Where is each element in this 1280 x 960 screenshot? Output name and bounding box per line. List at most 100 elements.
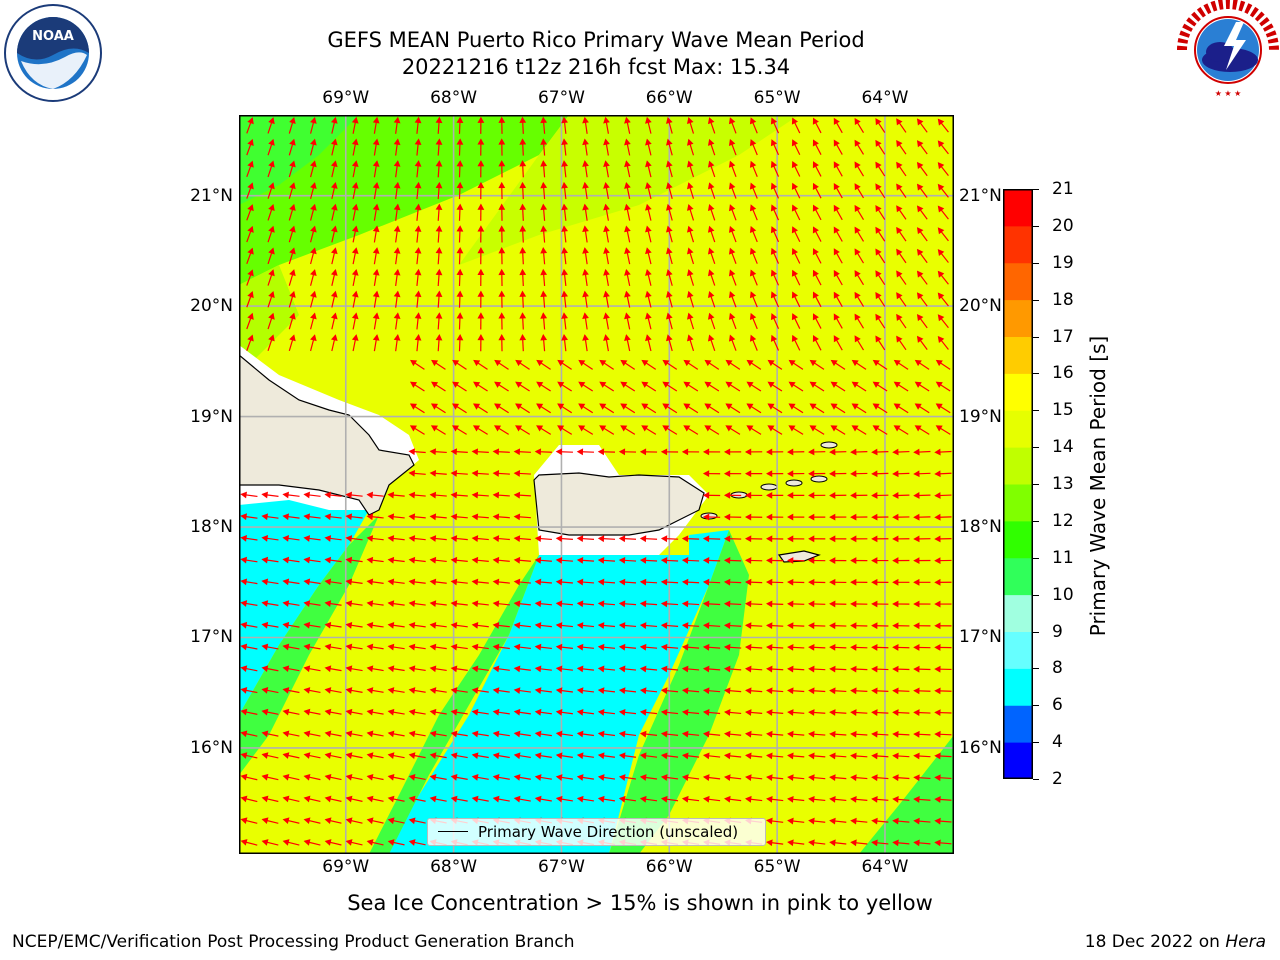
wave-arrow-head	[414, 116, 422, 124]
wave-arrow-head	[492, 578, 500, 586]
wave-arrow-head	[477, 247, 485, 254]
wave-arrow-head	[618, 622, 626, 629]
wave-arrow-head	[791, 291, 799, 299]
wave-arrow-head	[345, 773, 353, 781]
wave-arrow-head	[513, 708, 521, 716]
wave-arrow-head	[896, 183, 903, 191]
wave-arrow-head	[282, 578, 290, 586]
wave-arrow-head	[851, 403, 859, 410]
wave-arrow-head	[686, 312, 694, 320]
wave-arrow-head	[597, 556, 605, 564]
wave-arrow-head	[576, 730, 584, 738]
wave-arrow-head	[871, 557, 878, 564]
wave-arrow-head	[247, 182, 254, 190]
wave-arrow-head	[686, 160, 694, 168]
wave-arrow-head	[477, 138, 485, 145]
wave-arrow-head	[744, 470, 752, 478]
wave-arrow-head	[576, 448, 584, 456]
wave-arrow-head	[875, 335, 882, 343]
wave-arrow-head	[829, 687, 836, 695]
wave-arrow-head	[829, 491, 836, 499]
wave-arrow-head	[519, 290, 527, 297]
wave-arrow-head	[829, 600, 836, 608]
wave-arrow-head	[791, 247, 799, 256]
wave-arrow-head	[282, 752, 290, 759]
wave-arrow-head	[372, 138, 380, 146]
colorbar-segment	[1003, 225, 1033, 264]
wave-arrow-head	[896, 118, 903, 126]
wave-arrow-head	[618, 578, 626, 586]
wave-arrow-head	[916, 248, 924, 256]
wave-arrow-head	[303, 643, 311, 651]
colorbar-tick-mark	[1033, 594, 1039, 596]
colorbar-tick-mark	[1033, 410, 1039, 412]
colorbar-tick-mark	[1033, 631, 1039, 633]
wave-arrow-head	[247, 138, 254, 146]
wave-arrow-head	[450, 665, 458, 673]
wave-arrow-head	[728, 312, 736, 320]
wave-arrow-head	[555, 774, 563, 781]
wave-arrow-head	[875, 248, 882, 256]
field-green-nw	[239, 115, 569, 285]
wave-arrow-head	[471, 687, 479, 694]
wave-arrow-head	[937, 205, 945, 213]
wave-arrow-head	[345, 708, 353, 716]
field-green-se	[859, 735, 954, 854]
wave-arrow-head	[366, 795, 374, 803]
wave-arrow-head	[282, 687, 290, 694]
wave-arrow-head	[597, 730, 605, 738]
wave-arrow-head	[934, 448, 941, 456]
wave-arrow-head	[387, 730, 395, 738]
wave-arrow-head	[492, 470, 500, 477]
wave-arrow-head	[934, 535, 941, 543]
wave-arrow-head	[498, 247, 506, 254]
colorbar-segment	[1003, 373, 1033, 411]
wave-arrow-head	[576, 708, 584, 716]
wave-arrow-head	[808, 578, 815, 586]
wave-arrow-head	[247, 247, 254, 255]
wave-arrow-head	[913, 709, 920, 716]
colorbar-tick-mark	[1033, 520, 1039, 522]
wave-arrow-head	[310, 269, 317, 276]
wave-arrow-head	[791, 226, 799, 234]
wave-arrow-head	[561, 334, 569, 341]
wave-arrow-head	[641, 403, 649, 410]
wave-arrow-head	[324, 556, 332, 564]
wave-arrow-head	[408, 687, 416, 694]
wave-arrow-head	[787, 795, 794, 803]
footer-left: NCEP/EMC/Verification Post Processing Pr…	[12, 932, 575, 952]
wave-arrow-head	[871, 665, 878, 673]
wave-arrow-head	[681, 687, 689, 695]
wave-arrow-head	[429, 600, 437, 608]
wave-arrow-head	[787, 730, 794, 738]
wave-arrow-head	[934, 513, 941, 521]
wave-arrow-head	[645, 160, 652, 168]
wave-arrow-head	[744, 665, 752, 673]
lon-tick-top: 69°W	[322, 88, 370, 108]
wave-arrow-head	[791, 161, 799, 169]
wave-arrow-head	[702, 470, 710, 478]
wave-arrow-head	[429, 535, 437, 542]
lon-tick-top: 66°W	[645, 88, 693, 108]
wave-arrow-head	[561, 225, 569, 232]
wave-arrow-head	[582, 160, 589, 167]
wave-arrow-head	[513, 578, 521, 586]
wave-arrow-head	[578, 403, 586, 410]
wave-arrow-head	[937, 162, 945, 170]
wave-arrow-head	[492, 730, 500, 738]
wave-arrow-head	[282, 556, 290, 564]
wave-arrow-head	[660, 774, 668, 781]
wave-arrow-head	[289, 182, 296, 190]
wave-arrow-head	[330, 160, 338, 168]
wave-arrow-head	[830, 381, 838, 388]
wave-arrow-head	[435, 312, 443, 319]
wave-arrow-head	[555, 448, 563, 456]
wave-arrow-head	[639, 752, 647, 760]
wave-arrow-head	[809, 425, 817, 432]
wave-arrow-head	[702, 491, 710, 499]
wave-arrow-head	[766, 643, 773, 651]
wave-arrow-head	[766, 752, 773, 760]
wave-arrow-head	[745, 795, 752, 803]
wave-arrow-head	[723, 752, 731, 760]
wave-arrow-head	[387, 773, 395, 781]
